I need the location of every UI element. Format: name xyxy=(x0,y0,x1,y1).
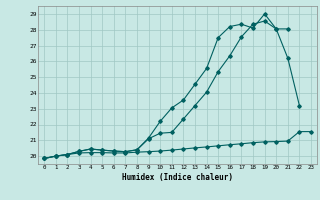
X-axis label: Humidex (Indice chaleur): Humidex (Indice chaleur) xyxy=(122,173,233,182)
